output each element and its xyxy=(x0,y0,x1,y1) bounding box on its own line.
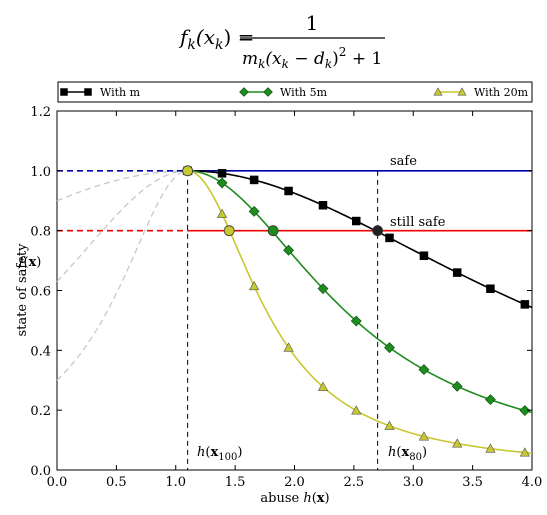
formula: fk(xk) = 1 mk(xk − dk)2 + 1 xyxy=(178,11,385,71)
x-tick-label-0: 0.0 xyxy=(47,475,68,490)
series-1-point-6 xyxy=(384,342,395,354)
series-0-point-10 xyxy=(520,300,530,309)
x-tick-label-7: 3.5 xyxy=(462,475,483,490)
y-tick-label-6: 1.2 xyxy=(30,105,51,120)
plot-frame xyxy=(56,110,533,471)
legend-marker-b-0 xyxy=(84,88,92,96)
ghost-curve-0 xyxy=(56,170,188,381)
legend-marker-a-0 xyxy=(60,88,68,96)
series-0-point-9 xyxy=(486,284,495,293)
still-safe-label: still safe xyxy=(390,215,446,230)
y-tick-label-0: 0.0 xyxy=(30,464,51,479)
formula-den-x-sub: k xyxy=(282,57,289,71)
series-line-1 xyxy=(187,170,533,414)
formula-arg: (x xyxy=(196,25,215,49)
series-1-point-3 xyxy=(283,244,294,256)
formula-den-sup: 2 xyxy=(339,45,347,59)
series-2-point-6 xyxy=(384,420,395,430)
safe-label: safe xyxy=(390,154,417,169)
y-tick-label-4: 0.8 xyxy=(30,225,51,240)
series-1-point-4 xyxy=(317,283,329,295)
x-tick-label-1: 0.5 xyxy=(106,475,127,490)
legend-label-0: With m xyxy=(100,86,141,99)
series-1-point-7 xyxy=(418,364,430,376)
series-0-point-5 xyxy=(352,216,361,226)
formula-den-close: ) xyxy=(332,49,339,69)
legend-label-1: With 5m xyxy=(280,86,328,99)
series-1-point-10 xyxy=(519,405,531,416)
series-line-0 xyxy=(187,170,533,309)
x-tick-label-4: 2.0 xyxy=(284,475,305,490)
series-2-point-4 xyxy=(317,381,329,391)
series-1-point-8 xyxy=(451,380,463,392)
formula-numerator: 1 xyxy=(306,11,319,35)
x-axis-label: abuse h(x) xyxy=(260,491,329,506)
y-tick-label-1: 0.2 xyxy=(30,404,51,419)
legend-label-2: With 20m xyxy=(474,86,529,99)
series-1-point-9 xyxy=(485,394,496,406)
formula-arg-sub: k xyxy=(215,37,223,53)
series-2-point-1 xyxy=(216,208,228,218)
x-tick-label-6: 3.0 xyxy=(403,475,424,490)
series-0-point-2 xyxy=(249,175,259,185)
series-1-point-5 xyxy=(350,315,362,327)
threshold-point-1 xyxy=(267,225,279,237)
y-axis-label: state of safety xyxy=(15,243,30,337)
series-2-point-7 xyxy=(418,431,430,441)
threshold-point-0 xyxy=(372,225,384,237)
series-2-point-9 xyxy=(485,443,496,453)
x-tick-label-2: 1.0 xyxy=(165,475,186,490)
formula-den-tail: + 1 xyxy=(346,49,382,69)
y-tick-label-5: 1.0 xyxy=(30,165,51,180)
svg-text:mk(xk − dk)2 + 1: mk(xk − dk)2 + 1 xyxy=(242,45,382,71)
legend-marker-a-2 xyxy=(433,87,443,96)
y-axis-label-fx: f(x) xyxy=(18,255,42,270)
series-2-point-5 xyxy=(351,405,362,415)
y-tick-label-2: 0.4 xyxy=(30,344,51,359)
threshold-point-3 xyxy=(182,165,194,177)
x-tick-label-3: 1.5 xyxy=(225,475,246,490)
series-0-point-4 xyxy=(318,200,328,210)
series-2-point-2 xyxy=(249,280,260,291)
formula-den-d-sub: k xyxy=(325,57,332,71)
series-2-point-3 xyxy=(283,342,294,352)
series-0-point-8 xyxy=(452,268,462,277)
formula-den-m-sub: k xyxy=(258,57,265,71)
series-1-point-2 xyxy=(248,205,260,217)
series-2-point-8 xyxy=(452,438,463,448)
h100-label: h(x100) xyxy=(197,445,242,463)
series-2-point-10 xyxy=(519,447,530,457)
h80-label: h(x80) xyxy=(388,445,427,463)
legend-marker-a-1 xyxy=(239,87,249,97)
legend-box xyxy=(57,81,533,103)
series-line-2 xyxy=(187,170,533,455)
series-1-point-1 xyxy=(216,177,228,189)
ghost-curve-2 xyxy=(56,170,188,202)
formula-den-minus: − d xyxy=(289,49,325,69)
formula-den-open: (x xyxy=(265,49,282,69)
series-0-point-7 xyxy=(419,251,429,260)
formula-close: ) = xyxy=(223,25,254,49)
series-0-point-6 xyxy=(385,233,394,243)
legend-marker-b-2 xyxy=(457,87,467,96)
svg-text:fk(xk) =: fk(xk) = xyxy=(178,25,254,53)
ghost-curve-1 xyxy=(56,170,188,282)
legend-marker-b-1 xyxy=(263,87,273,97)
formula-f-sub: k xyxy=(187,37,195,53)
series-0-point-3 xyxy=(284,186,293,196)
x-tick-label-5: 2.5 xyxy=(344,475,365,490)
formula-den-m: m xyxy=(242,49,258,69)
y-tick-label-3: 0.6 xyxy=(30,285,51,300)
series-0-point-1 xyxy=(217,169,227,178)
x-tick-label-8: 4.0 xyxy=(522,475,543,490)
threshold-point-2 xyxy=(223,225,235,237)
legend: With m With 5m With 20m xyxy=(57,81,533,103)
